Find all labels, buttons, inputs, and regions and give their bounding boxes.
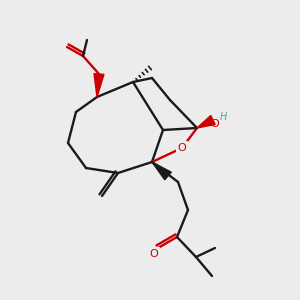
Polygon shape — [94, 74, 104, 97]
Polygon shape — [197, 116, 215, 128]
Text: O: O — [178, 143, 186, 153]
Text: O: O — [150, 249, 158, 259]
Text: H: H — [220, 112, 227, 122]
Text: O: O — [211, 119, 219, 129]
Polygon shape — [152, 162, 171, 180]
